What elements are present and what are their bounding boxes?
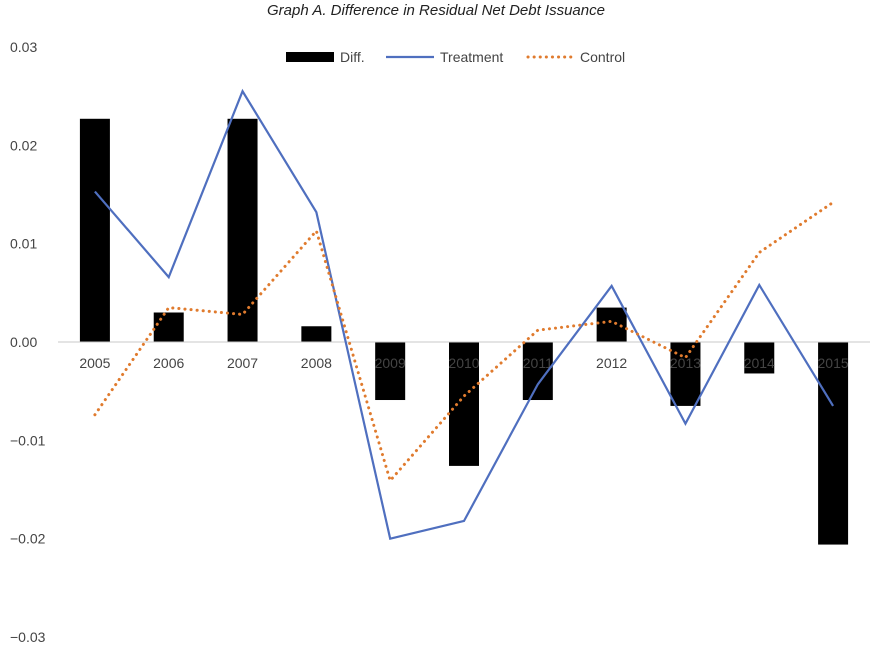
chart-title: Graph A. Difference in Residual Net Debt… (267, 2, 605, 19)
y-tick-label: 0.03 (10, 39, 37, 55)
bar (818, 342, 849, 545)
y-tick-label: −0.01 (10, 432, 46, 448)
y-tick-label: −0.02 (10, 531, 46, 547)
series-line-control (93, 200, 835, 484)
legend-label-treatment: Treatment (440, 49, 503, 65)
y-tick-label: −0.03 (10, 629, 46, 645)
x-tick-label: 2013 (670, 355, 701, 371)
x-tick-label: 2008 (301, 355, 332, 371)
bar (79, 118, 110, 343)
series-line-treatment (94, 88, 835, 540)
x-tick-label: 2014 (744, 355, 775, 371)
bar (227, 118, 258, 343)
bar (153, 312, 184, 342)
x-tick-label: 2006 (153, 355, 184, 371)
legend-label-diff: Diff. (340, 49, 365, 65)
legend-swatch-diff (286, 52, 334, 62)
x-tick-label: 2012 (596, 355, 627, 371)
bar (449, 342, 479, 466)
x-tick-label: 2009 (375, 355, 406, 371)
x-tick-label: 2010 (448, 355, 479, 371)
bar (744, 342, 775, 374)
x-tick-label: 2015 (818, 355, 849, 371)
legend-label-control: Control (580, 49, 625, 65)
x-tick-label: 2007 (227, 355, 258, 371)
y-tick-label: 0.02 (10, 137, 37, 153)
x-tick-label: 2011 (523, 355, 553, 371)
bar (596, 307, 627, 342)
bar (301, 326, 332, 342)
bar (375, 342, 406, 401)
x-tick-label: 2005 (79, 355, 110, 371)
bar (670, 342, 701, 406)
y-tick-label: 0.01 (10, 236, 37, 252)
y-tick-label: 0.00 (10, 334, 37, 350)
